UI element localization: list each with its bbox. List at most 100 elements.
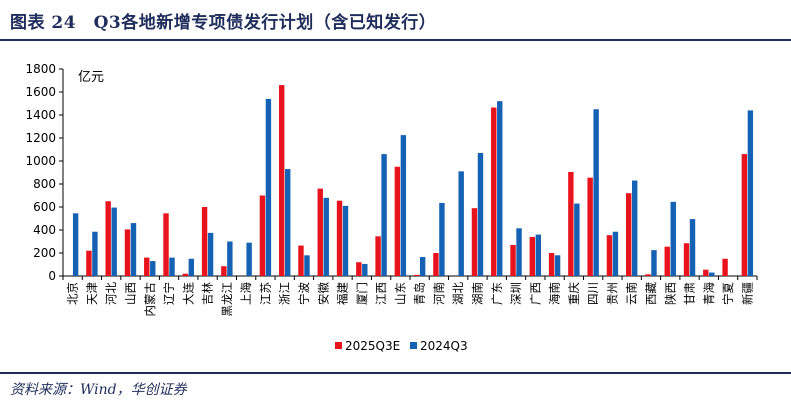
bar-2025q3e: [394, 166, 401, 276]
bar-2025q3e: [124, 229, 131, 276]
y-tick-label: 0: [48, 269, 56, 283]
bar-2024q3: [265, 98, 272, 277]
y-tick-label: 200: [33, 246, 56, 260]
bar-2025q3e: [568, 171, 574, 276]
bar-2024q3: [554, 255, 561, 276]
bar-2024q3: [516, 228, 522, 276]
x-tick-label: 广西: [528, 282, 542, 305]
bar-2024q3: [535, 234, 542, 276]
x-tick-label: 重庆: [567, 282, 581, 305]
figure-title-bar: 图表 24 Q3各地新增专项债发行计划（含已知发行）: [0, 0, 791, 40]
bar-2024q3: [304, 255, 310, 276]
bar-2024q3: [381, 154, 387, 276]
bar-2024q3: [323, 197, 329, 276]
x-tick-label: 海南: [548, 282, 562, 305]
x-tick-label: 厦门: [355, 282, 369, 305]
bar-2024q3: [458, 171, 464, 276]
x-tick-label: 天津: [85, 282, 99, 305]
source-rule: [0, 372, 791, 374]
x-tick-label: 新疆: [740, 282, 754, 305]
bar-2025q3e: [413, 274, 420, 276]
x-tick-label: 上海: [239, 282, 253, 305]
bar-2024q3: [284, 169, 291, 276]
x-tick-label: 陕西: [663, 282, 677, 305]
bar-2025q3e: [375, 236, 381, 276]
x-tick-label: 江西: [374, 282, 388, 305]
x-tick-label: 湖北: [451, 282, 465, 305]
bar-2024q3: [246, 242, 252, 276]
bar-chart: 0 200 400 600 800 1000 1200 1400 1600 1800 北京 天津 河北…: [25, 62, 758, 353]
x-tick-label: 山西: [123, 282, 137, 305]
x-tick-label: 大连: [181, 282, 195, 305]
x-tick-label: 黑龙江: [220, 282, 234, 317]
x-tick-label: 河北: [104, 282, 118, 305]
x-axis: [62, 275, 758, 280]
source-note: 资料来源：Wind，华创证券: [10, 382, 187, 398]
y-axis: 0 200 400 600 800 1000 1200 1400 1600 1800: [25, 62, 64, 283]
bar-2025q3e: [86, 250, 92, 276]
bar-2024q3: [188, 258, 195, 276]
bar-2024q3: [747, 110, 754, 277]
y-tick-label: 1000: [25, 154, 56, 168]
bar-2024q3: [150, 261, 156, 276]
bar-2024q3: [342, 205, 349, 276]
bar-2024q3: [92, 231, 98, 276]
legend-swatch-2024q3: [410, 342, 417, 349]
bar-2024q3: [419, 257, 426, 276]
legend-swatch-2025q3e: [335, 342, 342, 349]
x-tick-label: 内蒙古: [143, 282, 157, 317]
bar-2024q3: [207, 232, 214, 276]
bar-2024q3: [651, 250, 657, 276]
bar-2024q3: [439, 202, 445, 276]
bar-2025q3e: [336, 200, 343, 276]
x-tick-label: 云南: [625, 282, 639, 305]
bar-2025q3e: [356, 262, 362, 276]
title-rule: [0, 39, 791, 41]
bar-2025q3e: [105, 201, 111, 276]
bar-2025q3e: [683, 243, 690, 276]
bar-2025q3e: [317, 188, 323, 276]
x-tick-label: 河南: [432, 282, 446, 305]
bar-2025q3e: [645, 274, 651, 276]
bar-2024q3: [130, 223, 137, 276]
bar-2025q3e: [625, 193, 632, 276]
bar-2024q3: [497, 101, 503, 276]
bar-2025q3e: [529, 236, 536, 276]
x-tick-label: 青海: [702, 282, 716, 305]
bar-2025q3e: [510, 244, 516, 276]
bar-2024q3: [574, 203, 580, 276]
bar-2025q3e: [144, 257, 150, 276]
bar-2024q3: [612, 231, 619, 276]
bar-2024q3: [477, 152, 484, 276]
bar-2025q3e: [548, 253, 555, 276]
bar-2024q3: [593, 109, 599, 276]
y-tick-label: 400: [33, 223, 56, 237]
figure-title: 图表 24 Q3各地新增专项债发行计划（含已知发行）: [10, 13, 437, 33]
x-tick-label: 北京: [66, 282, 80, 305]
x-tick-label: 辽宁: [162, 282, 176, 305]
x-tick-label: 贵州: [605, 282, 619, 305]
bar-2024q3: [400, 135, 407, 276]
y-tick-label: 800: [33, 177, 56, 191]
bar-2024q3: [689, 219, 696, 276]
x-tick-label: 宁夏: [721, 282, 735, 305]
bar-2025q3e: [278, 85, 285, 276]
y-tick-label: 1600: [25, 85, 56, 99]
bar-2025q3e: [703, 269, 709, 276]
bar-2025q3e: [741, 154, 748, 276]
bar-2025q3e: [298, 245, 304, 276]
bar-2025q3e: [664, 246, 670, 276]
x-tick-label: 山东: [393, 282, 407, 305]
bar-2025q3e: [182, 273, 189, 276]
legend-label-2025q3e: 2025Q3E: [345, 339, 400, 353]
x-tick-label: 甘肃: [683, 282, 697, 305]
bar-2025q3e: [221, 266, 227, 276]
bar-2025q3e: [587, 177, 593, 276]
bar-2024q3: [72, 213, 79, 276]
bar-2024q3: [709, 272, 715, 276]
y-tick-label: 1200: [25, 131, 56, 145]
bar-2025q3e: [259, 195, 266, 276]
y-tick-label: 1400: [25, 108, 56, 122]
bar-2025q3e: [606, 235, 613, 276]
bar-2025q3e: [471, 208, 478, 276]
